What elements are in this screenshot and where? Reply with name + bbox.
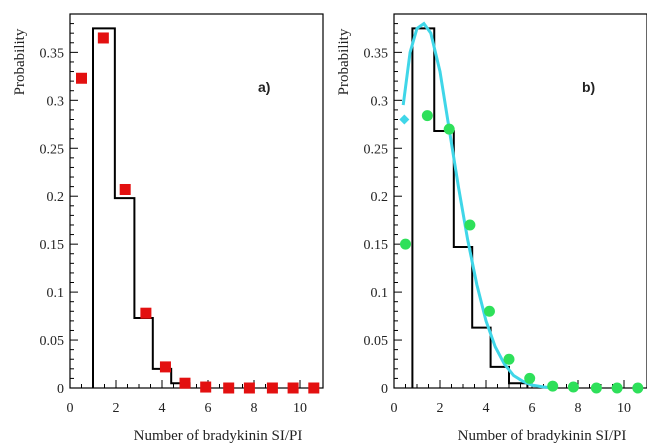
data-point-square <box>243 382 255 394</box>
x-tick-label: 2 <box>437 401 444 416</box>
y-tick-label: 0.25 <box>364 142 389 157</box>
y-tick-label: 0.1 <box>47 286 65 301</box>
y-tick-label: 0.15 <box>364 238 389 253</box>
y-tick-label: 0.1 <box>371 286 389 301</box>
x-axis-title: Number of bradykinin SI/PI <box>458 428 627 444</box>
y-tick-label: 0.05 <box>364 334 389 349</box>
data-point-square <box>308 382 320 394</box>
data-points <box>400 110 644 394</box>
y-tick-label: 0 <box>381 382 388 397</box>
fit-curve-marker <box>399 114 410 125</box>
data-point-circle <box>400 238 411 250</box>
data-point-circle <box>503 353 515 365</box>
y-tick-label: 0.2 <box>47 190 65 205</box>
data-point-square <box>179 377 191 389</box>
plot-frame <box>393 13 647 389</box>
x-tick-label: 4 <box>159 401 166 416</box>
panel-label: b) <box>582 79 595 95</box>
x-tick-label: 0 <box>391 401 398 416</box>
data-point-square <box>266 382 278 394</box>
panel-label: a) <box>258 79 270 95</box>
y-axis-title: Probability <box>336 28 352 95</box>
y-tick-label: 0.2 <box>371 190 389 205</box>
data-point-circle <box>443 123 455 135</box>
x-tick-label: 4 <box>483 401 490 416</box>
data-points <box>76 32 320 394</box>
y-tick-label: 0 <box>57 382 64 397</box>
y-tick-label: 0.05 <box>40 334 65 349</box>
panel-b: 0 2 4 6 8 10 0 0.05 0.1 0.15 0.2 0.25 0.3 0.35 b) Num… <box>336 13 647 444</box>
y-tick-label: 0.35 <box>364 46 389 61</box>
data-point-square <box>119 183 131 195</box>
panel-a: 0 2 4 6 8 10 0 0.05 0.1 0.15 0.2 0.25 0.3 0.35 a) Num… <box>12 13 324 444</box>
data-point-circle <box>464 219 476 231</box>
fit-curve <box>399 21 556 390</box>
y-tick-label: 0.35 <box>40 46 65 61</box>
x-tick-label: 10 <box>293 401 307 416</box>
x-tick-label: 2 <box>113 401 120 416</box>
data-point-square <box>223 382 235 394</box>
y-tick-label: 0.15 <box>40 238 65 253</box>
data-point-circle <box>567 381 579 393</box>
data-point-circle <box>524 372 536 384</box>
y-tick-label: 0.3 <box>371 94 389 109</box>
y-tick-label: 0.3 <box>47 94 65 109</box>
x-tick-label: 0 <box>67 401 74 416</box>
x-tick-label: 6 <box>205 401 212 416</box>
data-point-circle <box>547 380 559 392</box>
y-axis-title: Probability <box>12 28 28 95</box>
data-point-square <box>76 72 87 84</box>
x-tick-label: 10 <box>617 401 631 416</box>
axis-ticks: 0 2 4 6 8 10 0 0.05 0.1 0.15 0.2 0.25 0.3 0.35 <box>364 23 647 416</box>
x-axis-title: Number of bradykinin SI/PI <box>134 428 303 444</box>
x-tick-label: 6 <box>529 401 536 416</box>
data-point-square <box>287 382 299 394</box>
fit-curve-line <box>401 21 556 390</box>
data-point-circle <box>590 382 602 394</box>
data-point-square <box>97 32 109 44</box>
x-tick-label: 8 <box>251 401 258 416</box>
data-point-circle <box>611 382 623 394</box>
data-point-circle <box>483 305 495 317</box>
x-tick-label: 8 <box>575 401 582 416</box>
y-tick-label: 0.25 <box>40 142 65 157</box>
data-point-square <box>159 361 171 373</box>
data-point-square <box>200 381 212 393</box>
data-point-square <box>140 307 152 319</box>
data-point-circle <box>632 382 644 394</box>
data-point-circle <box>421 110 433 122</box>
plot-frame <box>69 13 324 389</box>
